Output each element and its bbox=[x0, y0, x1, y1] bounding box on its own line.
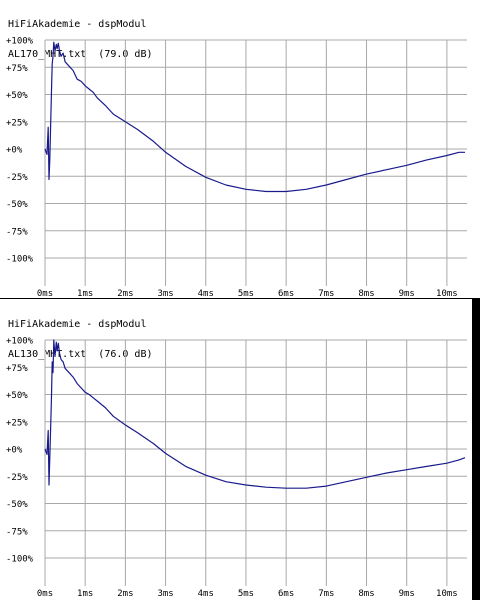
y-tick-label: +75% bbox=[6, 364, 28, 374]
x-tick-label: 3ms bbox=[157, 289, 173, 298]
y-tick-label: +0% bbox=[6, 146, 23, 156]
x-tick-label: 0ms bbox=[37, 289, 53, 298]
series-line bbox=[44, 41, 465, 193]
x-tick-label: 4ms bbox=[198, 289, 214, 298]
x-tick-label: 0ms bbox=[37, 589, 53, 599]
y-tick-label: +100% bbox=[6, 37, 34, 47]
x-tick-label: 5ms bbox=[238, 289, 254, 298]
y-tick-label: -100% bbox=[6, 255, 34, 265]
y-tick-label: -75% bbox=[6, 227, 28, 237]
y-tick-label: -25% bbox=[6, 173, 28, 183]
chart-panel-bottom: HiFiAkademie - dspModul AL130_MHT.txt (7… bbox=[0, 300, 480, 600]
chart-header: HiFiAkademie - dspModul AL170_MHT.txt (7… bbox=[8, 0, 153, 80]
window-edge bbox=[472, 298, 480, 600]
y-tick-label: +100% bbox=[6, 337, 34, 347]
x-tick-label: 1ms bbox=[77, 589, 93, 599]
y-tick-label: -75% bbox=[6, 527, 28, 537]
x-tick-label: 3ms bbox=[157, 589, 173, 599]
app-title: HiFiAkademie - dspModul bbox=[8, 319, 147, 330]
y-tick-label: +25% bbox=[6, 418, 28, 428]
file-label: AL130_MHT.txt (76.0 dB) bbox=[8, 349, 153, 360]
chart-panel-top: HiFiAkademie - dspModul AL170_MHT.txt (7… bbox=[0, 0, 480, 298]
x-tick-label: 6ms bbox=[278, 289, 294, 298]
y-tick-label: +50% bbox=[6, 91, 28, 101]
series-line bbox=[44, 339, 466, 489]
y-tick-label: -50% bbox=[6, 500, 28, 510]
x-tick-label: 8ms bbox=[358, 289, 374, 298]
x-tick-label: 10ms bbox=[436, 589, 458, 599]
x-tick-label: 10ms bbox=[436, 289, 458, 298]
x-tick-label: 4ms bbox=[198, 589, 214, 599]
y-tick-label: +25% bbox=[6, 118, 28, 128]
x-tick-label: 8ms bbox=[358, 589, 374, 599]
panel-divider bbox=[0, 298, 472, 299]
chart-header: HiFiAkademie - dspModul AL130_MHT.txt (7… bbox=[8, 300, 153, 380]
x-tick-label: 7ms bbox=[318, 589, 334, 599]
y-tick-label: -50% bbox=[6, 200, 28, 210]
chart-plot: +100% +75% +50% +25% +0% -25% -50% -75% -100% 0ms… bbox=[6, 37, 467, 298]
y-tick-label: -100% bbox=[6, 555, 34, 565]
x-tick-label: 6ms bbox=[278, 589, 294, 599]
x-tick-label: 2ms bbox=[117, 289, 133, 298]
x-tick-label: 1ms bbox=[77, 289, 93, 298]
y-tick-label: +0% bbox=[6, 446, 23, 456]
y-tick-label: +75% bbox=[6, 64, 28, 74]
y-tick-label: +50% bbox=[6, 391, 28, 401]
x-tick-label: 2ms bbox=[117, 589, 133, 599]
chart-plot: +100% +75% +50% +25% +0% -25% -50% -75% -100% 0ms… bbox=[6, 337, 467, 599]
y-tick-label: -25% bbox=[6, 473, 28, 483]
file-label: AL170_MHT.txt (79.0 dB) bbox=[8, 49, 153, 60]
app-title: HiFiAkademie - dspModul bbox=[8, 19, 147, 30]
x-tick-label: 5ms bbox=[238, 589, 254, 599]
x-tick-label: 9ms bbox=[399, 289, 415, 298]
x-tick-label: 7ms bbox=[318, 289, 334, 298]
x-tick-label: 9ms bbox=[399, 589, 415, 599]
